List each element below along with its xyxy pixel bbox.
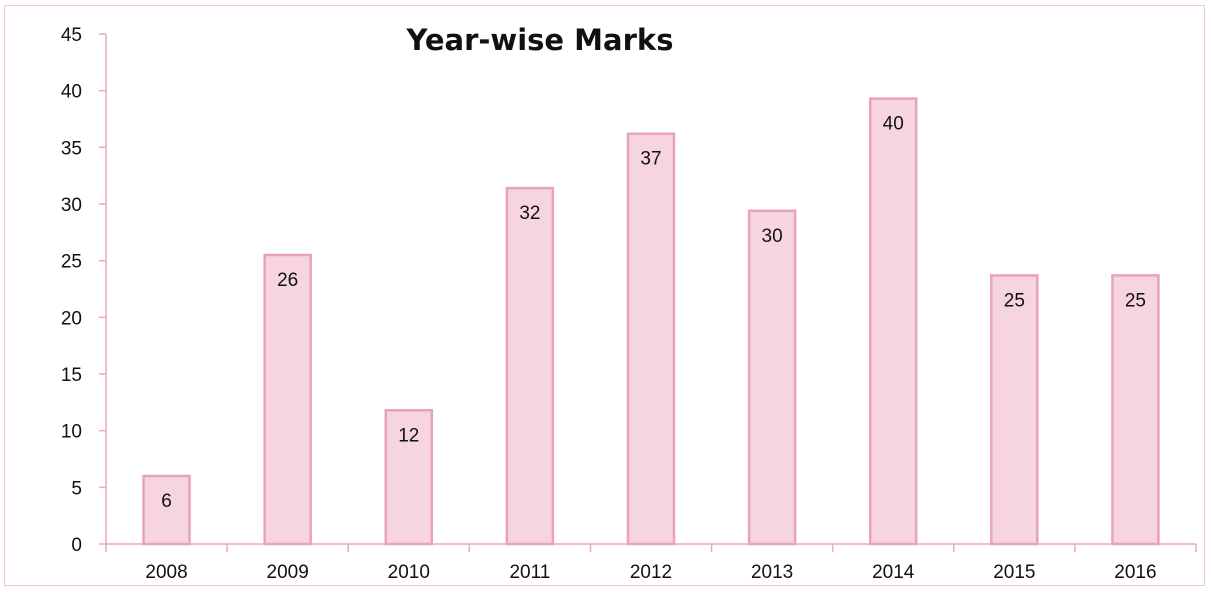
y-tick-label: 15 — [61, 365, 82, 386]
x-tick-label: 2012 — [630, 562, 672, 583]
bar-2013 — [747, 209, 797, 546]
x-tick-label: 2014 — [872, 562, 915, 583]
x-tick-label: 2011 — [509, 562, 550, 583]
bar-2016 — [1111, 274, 1160, 546]
x-tick-label: 2016 — [1114, 562, 1156, 583]
data-label-2015: 25 — [1004, 290, 1025, 311]
data-label-2016: 25 — [1125, 290, 1146, 311]
data-labels: 6 26 12 32 37 30 40 25 25 — [161, 114, 1146, 512]
chart-title: Year-wise Marks — [406, 23, 674, 57]
data-label-2013: 30 — [762, 226, 783, 247]
bar-2010 — [384, 409, 434, 546]
bar-2012 — [626, 132, 676, 546]
y-tick-label: 25 — [61, 252, 82, 273]
y-tick-label: 45 — [61, 25, 82, 46]
bar-2015 — [990, 274, 1039, 546]
bar-2009 — [263, 253, 312, 546]
y-tick-label: 35 — [61, 138, 82, 159]
bar-2014 — [868, 97, 918, 546]
y-tick-label: 10 — [61, 422, 82, 443]
y-tick-label: 0 — [71, 535, 82, 556]
y-tick-label: 40 — [61, 82, 82, 103]
y-tick-label: 30 — [61, 195, 82, 216]
data-label-2014: 40 — [883, 114, 904, 135]
data-label-2008: 6 — [161, 491, 172, 512]
data-label-2012: 37 — [640, 149, 661, 170]
x-tick-label: 2008 — [145, 562, 187, 583]
y-tick-label: 20 — [61, 308, 82, 329]
y-axis: 0 5 10 15 20 25 30 35 40 45 — [61, 25, 107, 556]
data-label-2011: 32 — [519, 203, 540, 224]
x-tick-label: 2009 — [267, 562, 309, 583]
data-label-2009: 26 — [277, 270, 298, 291]
x-axis: 2008 2009 2010 2011 2012 2013 2014 2015 2016 — [105, 543, 1197, 583]
x-tick-label: 2013 — [751, 562, 793, 583]
bar-2008 — [142, 474, 191, 546]
x-tick-label: 2015 — [993, 562, 1035, 583]
bar-2011 — [505, 186, 555, 546]
data-label-2010: 12 — [398, 425, 419, 446]
bars — [142, 97, 1160, 546]
x-tick-label: 2010 — [388, 562, 430, 583]
y-tick-label: 5 — [71, 478, 82, 499]
